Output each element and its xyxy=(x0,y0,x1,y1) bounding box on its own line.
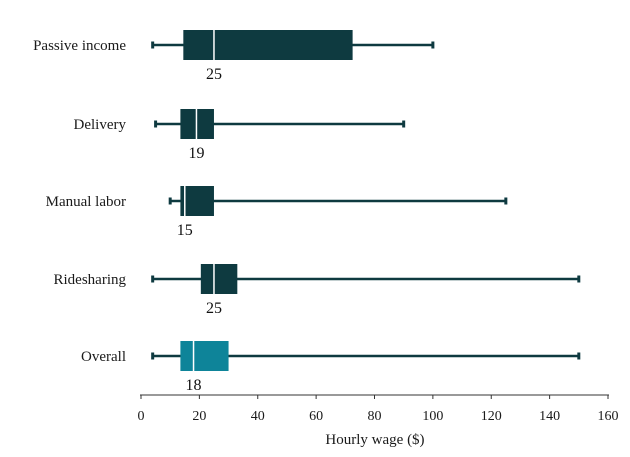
x-tick-label: 40 xyxy=(251,409,265,424)
category-label: Ridesharing xyxy=(54,272,127,288)
box-group: Passive income 25 xyxy=(33,30,435,83)
iqr-box xyxy=(200,264,238,294)
box-group: Manual labor 15 xyxy=(46,186,508,239)
box-group: Overall 18 xyxy=(81,341,581,394)
box-group: Delivery 19 xyxy=(74,109,406,162)
x-tick-label: 80 xyxy=(368,409,382,424)
category-label: Overall xyxy=(81,349,126,365)
category-label: Manual labor xyxy=(46,194,126,210)
x-axis-title: Hourly wage ($) xyxy=(325,432,424,448)
boxes-layer: Passive income 25 Delivery 19 Manual labor 15… xyxy=(33,30,581,394)
box-group: Ridesharing 25 xyxy=(54,264,581,317)
median-value-label: 19 xyxy=(188,145,204,162)
x-tick-label: 140 xyxy=(539,409,560,424)
x-tick-label: 20 xyxy=(192,409,206,424)
x-ticks: 0 20 40 60 80 100 120 140 160 xyxy=(138,395,619,424)
iqr-box xyxy=(183,30,353,60)
category-label: Passive income xyxy=(33,38,126,54)
x-tick-label: 0 xyxy=(138,409,145,424)
category-label: Delivery xyxy=(74,117,127,133)
median-value-label: 25 xyxy=(206,66,222,83)
x-tick-label: 100 xyxy=(422,409,443,424)
x-tick-label: 160 xyxy=(598,409,619,424)
x-tick-label: 120 xyxy=(481,409,502,424)
iqr-box xyxy=(180,186,214,216)
iqr-box xyxy=(180,341,229,371)
x-tick-label: 60 xyxy=(309,409,323,424)
median-value-label: 25 xyxy=(206,300,222,317)
median-value-label: 18 xyxy=(186,377,202,394)
median-value-label: 15 xyxy=(177,222,193,239)
